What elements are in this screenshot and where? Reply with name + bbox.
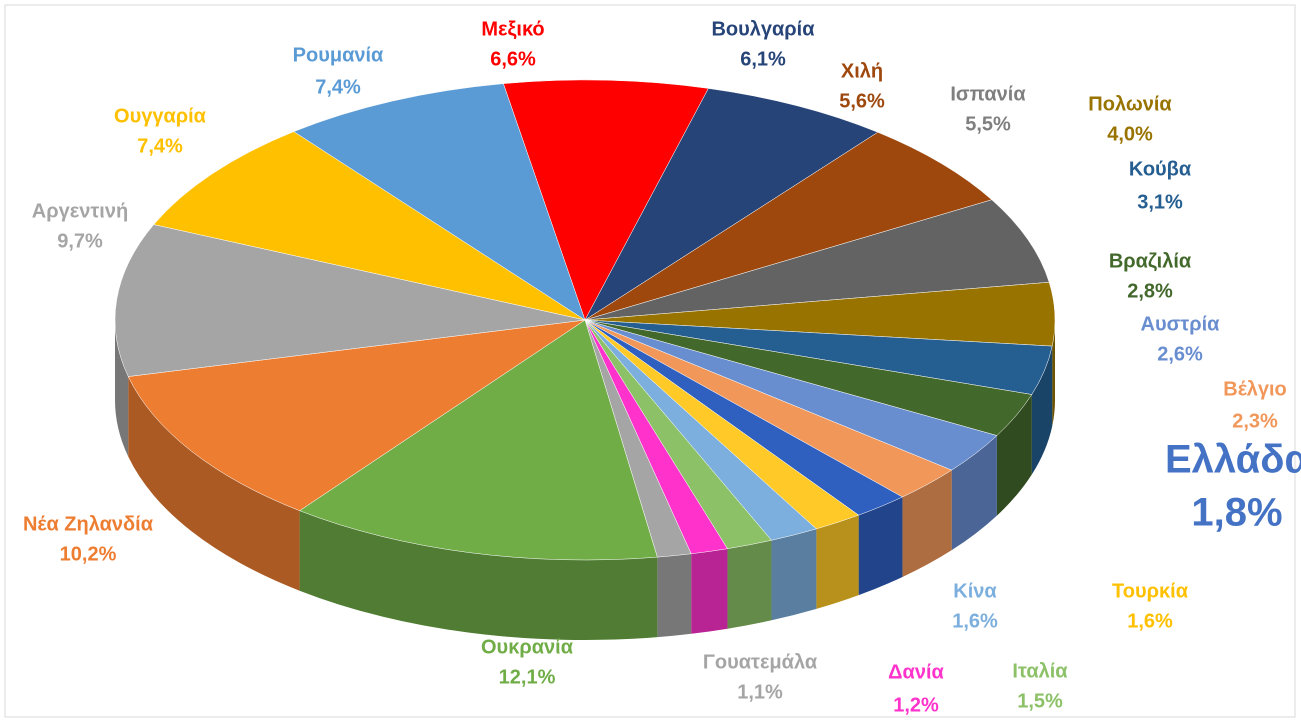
slice-value-label: 1,2% [893,694,939,716]
slice-side [299,510,658,640]
slice-value-label: 1,1% [737,681,783,703]
slice-label: Ρουμανία [293,44,384,66]
slice-side-shade [858,496,903,596]
slice [293,83,586,321]
slice-label: Κούβα [1129,158,1192,180]
slice-value-label: 3,1% [1137,191,1183,213]
slice-label: Νέα Ζηλανδία [23,513,154,535]
slice-side-shade [299,510,658,640]
slice-side [996,394,1032,516]
slice-side [115,320,129,457]
slice-side [951,435,997,551]
slice-label: Βέλγιο [1223,378,1287,400]
slice-side [902,470,952,577]
slice-side [858,496,903,596]
slice-value-label: 10,2% [60,543,117,565]
slice-label: Γουατεμάλα [703,651,818,673]
slice-side-shade [1031,346,1053,475]
slice-value-label: 2,8% [1127,280,1173,302]
slice [299,319,658,561]
slice-label: Μεξικό [481,18,544,40]
slice [584,199,1050,321]
slice-side-shade [996,394,1032,516]
slice-side-shade [727,540,772,629]
slice-value-label: 2,3% [1232,410,1278,432]
slice-value-label: 9,7% [57,230,103,252]
slice-side [727,540,772,629]
slice [503,79,709,321]
slice-label: Ιταλία [1012,660,1068,682]
slice-label: Δανία [888,661,944,683]
slice-label: Βουλγαρία [711,18,815,40]
slice-label: Ουκρανία [481,636,574,658]
slice [127,319,586,511]
slice-side [1031,346,1053,475]
slice-side-shade [128,376,300,591]
slice-value-label: 5,5% [965,113,1011,135]
slice-label: Αργεντινή [32,200,128,222]
slice-value-label: 2,6% [1157,343,1203,365]
slice-label: Τουρκία [1112,580,1189,602]
slice-label: Ελλάδα [1165,438,1301,482]
slice-value-label: 1,8% [1191,491,1282,535]
slice [153,131,586,321]
slice-side-shade [816,515,859,609]
slice-label: Κίνα [953,580,997,602]
slice-side [657,553,692,638]
slice-side-shade [951,435,997,551]
slice-side [128,376,300,591]
slice-label: Βραζιλία [1109,250,1192,272]
slice-value-label: 4,0% [1107,123,1153,145]
slice-value-label: 1,5% [1017,690,1063,712]
slice-value-label: 5,6% [839,90,885,112]
slice-value-label: 1,6% [1127,610,1173,632]
slice-side-shade [1052,320,1055,427]
slice-side-shade [657,553,692,638]
slice-side [816,515,859,609]
slice-value-label: 7,4% [137,135,183,157]
slice-side-shade [902,470,952,577]
slice-value-label: 6,1% [740,48,786,70]
slice-label: Χιλή [841,60,883,82]
slice-side-shade [691,548,728,634]
slice-label: Ισπανία [950,83,1026,105]
slice-value-label: 6,6% [490,48,536,70]
slice-side-shade [771,528,817,621]
slice-side [771,528,817,621]
slice [584,88,879,321]
slice [584,131,993,321]
slice-value-label: 7,4% [315,76,361,98]
slice-value-label: 1,6% [952,610,998,632]
slice-label: Αυστρία [1141,313,1221,335]
slice-value-label: 12,1% [499,666,556,688]
slice-side-shade [115,320,129,457]
slice [114,224,586,377]
slice-label: Πολωνία [1088,93,1172,115]
slice-side [1052,320,1055,427]
slice-label: Ουγγαρία [114,105,207,127]
slice-side [691,548,728,634]
